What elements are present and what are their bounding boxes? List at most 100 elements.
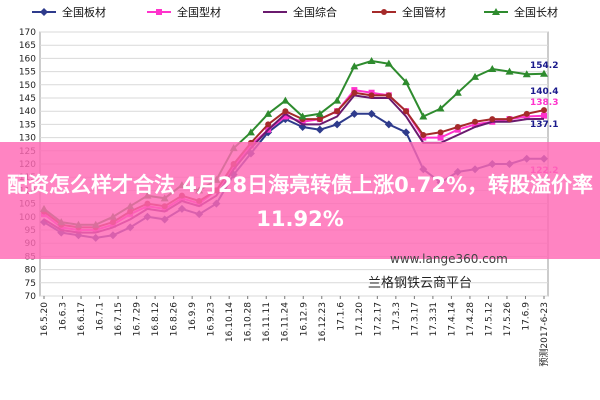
legend-label: 全国长材 (514, 5, 558, 19)
data-point (281, 96, 290, 104)
y-tick-label: 70 (25, 292, 37, 302)
data-point (315, 109, 324, 117)
data-point (264, 109, 273, 117)
data-point (265, 121, 272, 128)
x-tick-label: 16.7.1 (96, 302, 106, 331)
data-point (282, 113, 289, 120)
x-tick-label: 17.3.17 (410, 302, 420, 336)
x-tick-label: 16.12.9 (299, 302, 309, 337)
x-tick-label: 16.9.9 (188, 302, 198, 331)
y-tick-label: 165 (19, 41, 36, 51)
data-point (506, 116, 513, 123)
data-point (367, 57, 376, 65)
x-tick-label: 17.3.3 (392, 302, 402, 331)
data-point (384, 120, 393, 129)
legend-label: 全国综合 (293, 5, 337, 19)
data-point (541, 112, 547, 119)
x-tick-label: 17.4.28 (466, 302, 476, 337)
data-point (315, 125, 324, 134)
x-tick-label: 16.9.23 (207, 302, 217, 336)
data-point (436, 104, 445, 112)
data-point (540, 69, 548, 77)
data-point (334, 108, 341, 115)
site-watermark: www.lange360.com (390, 252, 508, 266)
x-tick-label: 16.11.24 (281, 302, 291, 342)
legend-label: 全国型材 (177, 5, 221, 19)
y-tick-label: 135 (19, 120, 36, 130)
data-point (541, 107, 547, 114)
data-point (505, 67, 514, 75)
y-tick-label: 155 (19, 68, 36, 78)
data-point (368, 92, 375, 99)
x-tick-label: 16.8.26 (170, 302, 180, 337)
x-tick-label: 16.10.14 (225, 302, 235, 342)
x-tick-label: 16.8.12 (151, 302, 161, 336)
y-tick-label: 160 (19, 54, 36, 64)
x-tick-label: 17.1.20 (355, 302, 365, 337)
data-point (282, 108, 289, 115)
y-tick-label: 80 (25, 266, 37, 276)
x-tick-label: 16.10.28 (244, 302, 254, 342)
x-tick-label: 17.5.12 (484, 302, 494, 336)
x-tick-label: 预测2017-6-23 (539, 302, 550, 367)
y-tick-label: 130 (19, 134, 36, 144)
y-tick-label: 145 (19, 94, 36, 104)
y-tick-label: 140 (19, 107, 36, 117)
data-point (333, 120, 342, 129)
legend-marker (40, 8, 48, 16)
data-point (488, 64, 497, 72)
x-tick-label: 17.4.14 (447, 302, 457, 337)
data-point (350, 62, 359, 70)
data-point (385, 92, 392, 99)
data-point (350, 109, 359, 118)
legend-marker (156, 9, 162, 15)
legend-marker (492, 8, 500, 15)
x-tick-label: 16.11.11 (262, 302, 272, 342)
legend-marker (381, 9, 387, 15)
x-tick-label: 16.7.29 (133, 302, 143, 337)
data-point (454, 124, 461, 131)
data-point (437, 134, 444, 141)
x-tick-label: 17.3.31 (429, 302, 439, 336)
data-point (471, 72, 480, 80)
data-point (246, 128, 255, 136)
end-value-label: 137.1 (530, 120, 558, 130)
data-point (420, 131, 427, 138)
y-tick-label: 170 (19, 28, 36, 38)
title-overlay-band (0, 142, 600, 259)
data-point (402, 128, 411, 137)
x-tick-label: 16.12.23 (318, 302, 328, 342)
data-point (523, 110, 530, 117)
data-point (403, 108, 410, 115)
end-value-label: 140.4 (530, 87, 558, 97)
data-point (437, 129, 444, 136)
legend-label: 全国板材 (62, 5, 106, 19)
x-tick-label: 16.6.17 (77, 302, 87, 336)
data-point (367, 109, 376, 118)
data-point (333, 96, 342, 104)
end-value-label: 138.3 (530, 98, 558, 108)
data-point (402, 78, 411, 86)
end-value-label: 154.2 (530, 61, 558, 71)
data-point (419, 112, 428, 120)
x-tick-label: 16.6.3 (59, 302, 69, 331)
x-tick-label: 17.1.6 (336, 302, 346, 331)
y-tick-label: 150 (19, 81, 36, 91)
x-tick-label: 17.6.9 (521, 302, 531, 331)
data-point (522, 70, 531, 78)
legend-label: 全国管材 (402, 5, 446, 19)
data-point (298, 112, 307, 120)
data-point (384, 59, 393, 67)
data-point (453, 88, 462, 96)
data-point (316, 116, 323, 123)
x-tick-label: 16.5.20 (40, 302, 50, 337)
data-point (351, 89, 358, 96)
article-title: 配资怎么样才合法 4月28日海亮转债上涨0.72%，转股溢价率11.92% (7, 173, 593, 231)
data-point (489, 116, 496, 123)
x-tick-label: 17.2.17 (373, 302, 383, 336)
y-tick-label: 75 (25, 279, 36, 289)
x-tick-label: 17.5.26 (503, 302, 513, 337)
x-tick-label: 16.7.15 (114, 302, 124, 336)
platform-watermark: 兰格钢铁云商平台 (368, 276, 473, 291)
data-point (472, 118, 479, 125)
